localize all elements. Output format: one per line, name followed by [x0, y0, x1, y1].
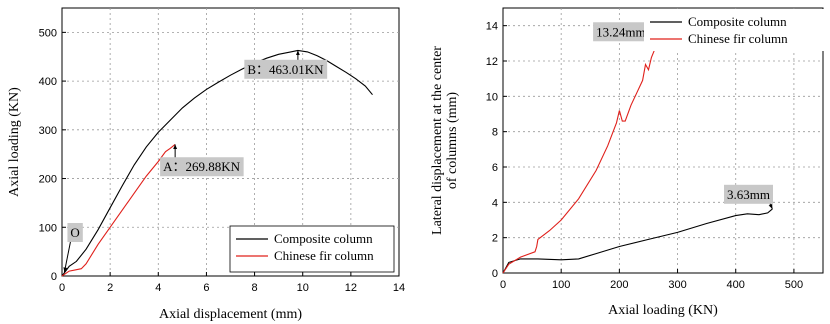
series-line-composite-column [502, 208, 773, 274]
y-tick-label: 2 [492, 233, 498, 245]
y-tick-label: 14 [486, 21, 498, 33]
annotation-box [244, 59, 328, 79]
annotation-box [160, 157, 244, 177]
annotation-box [67, 223, 83, 243]
legend: Composite column Chinese fir column [229, 225, 395, 273]
legend-label: Composite column [688, 14, 787, 29]
annotation-box [593, 22, 649, 42]
x-tick-label: 14 [393, 282, 405, 294]
arrow-head [768, 203, 773, 209]
x-tick-label: 2 [107, 282, 113, 294]
y-tick-label: 100 [39, 222, 57, 234]
x-axis-title: Axial displacement (mm) [159, 307, 302, 322]
x-tick-label: 200 [610, 279, 628, 291]
arrow-head [296, 50, 300, 55]
y-axis-title: Axial loading (KN) [7, 87, 22, 197]
annotation-label: B：463.01KN [247, 62, 324, 77]
legend-label: Chinese fir column [688, 31, 788, 46]
annotation-arrow [63, 241, 71, 273]
legend-label: Chinese fir column [274, 248, 374, 263]
y-tick-label: 0 [492, 268, 498, 280]
y-tick-label: 12 [486, 56, 498, 68]
chart-2: 0 100 200 300 400 500 0 2 4 6 8 10 12 14 Axial loading… [430, 7, 830, 318]
y-tick-label: 400 [39, 76, 57, 88]
x-tick-label: 300 [668, 279, 686, 291]
arrow-head [173, 144, 178, 149]
x-axis-title: Axial loading (KN) [608, 303, 718, 318]
y-tick-label: 6 [492, 162, 498, 174]
arrow-head [63, 267, 68, 273]
y-tick-label: 200 [39, 174, 57, 186]
y-tick-label: 4 [492, 197, 498, 209]
x-tick-label: 6 [203, 282, 209, 294]
series-line-chinese-fir-column [61, 143, 176, 277]
x-tick-label: 0 [59, 282, 65, 294]
x-tick-label: 8 [252, 282, 258, 294]
series-line-composite-column [61, 49, 373, 277]
series-line-chinese-fir-column [502, 38, 661, 274]
x-tick-label: 0 [500, 279, 506, 291]
annotation-label: O [70, 225, 79, 240]
x-tick-label: 500 [785, 279, 803, 291]
x-tick-label: 12 [345, 282, 357, 294]
legend: Composite column Chinese fir column [644, 9, 830, 51]
y-tick-label: 8 [492, 127, 498, 139]
annotation-label: 13.24mm [596, 24, 645, 39]
y-tick-label: 0 [51, 271, 57, 283]
chart-1: 0 2 4 6 8 10 12 14 0 100 200 300 400 500 Axial displac… [7, 7, 405, 322]
legend-box [229, 225, 395, 273]
y-tick-label: 500 [39, 27, 57, 39]
legend-box [644, 9, 830, 51]
plot-frame [502, 7, 824, 274]
x-tick-label: 100 [552, 279, 570, 291]
y-axis-title: Lateral displacement at the centerof col… [430, 46, 460, 235]
x-tick-label: 10 [297, 282, 309, 294]
x-tick-label: 400 [727, 279, 745, 291]
y-tick-label: 10 [486, 91, 498, 103]
legend-label: Composite column [274, 231, 373, 246]
annotation-box [724, 184, 773, 204]
annotation-label: 3.63mm [727, 187, 770, 202]
y-tick-label: 300 [39, 125, 57, 137]
annotation-label: A：269.88KN [163, 159, 241, 174]
x-tick-label: 4 [155, 282, 161, 294]
